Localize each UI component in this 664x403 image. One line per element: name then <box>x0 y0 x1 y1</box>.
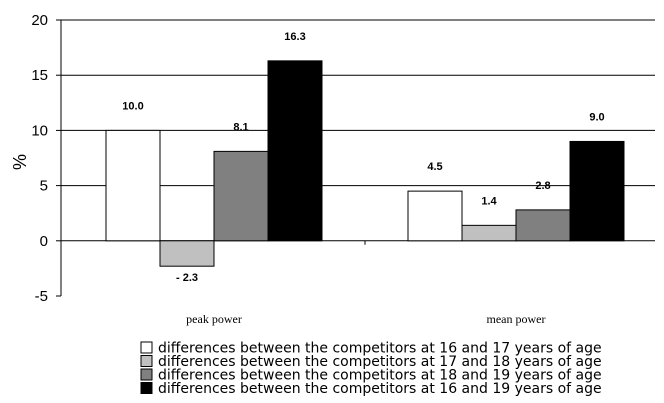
legend-label: differences between the competitors at 1… <box>158 368 602 384</box>
data-label: 10.0 <box>122 100 143 112</box>
bar <box>515 209 571 242</box>
bar <box>569 140 625 242</box>
legend-swatch <box>140 382 153 394</box>
legend-label: differences between the competitors at 1… <box>158 381 602 397</box>
bar <box>105 129 161 242</box>
legend-swatch <box>140 341 153 354</box>
data-label: 9.0 <box>589 111 604 123</box>
y-tick-label: 0 <box>40 233 48 250</box>
y-axis-label: % <box>10 154 30 170</box>
legend-swatch <box>140 368 153 381</box>
bar <box>407 190 463 242</box>
y-tick-label: -5 <box>35 288 48 305</box>
data-label: 16.3 <box>284 31 305 43</box>
category-label: mean power <box>487 312 546 326</box>
bar <box>267 60 323 242</box>
data-label: 8.1 <box>233 121 248 133</box>
bar <box>213 150 269 242</box>
legend-label: differences between the competitors at 1… <box>158 341 602 357</box>
data-labels: 10.0 4.5 - 2.3 1.4 8.1 2.8 16.3 9.0 <box>122 31 604 284</box>
bars <box>105 60 625 267</box>
y-tick-label: 20 <box>31 12 48 29</box>
data-label: - 2.3 <box>176 272 198 284</box>
y-tick-labels: -5 0 5 10 15 20 <box>31 12 48 305</box>
data-label: 2.8 <box>535 180 550 192</box>
data-label: 1.4 <box>481 195 497 207</box>
category-labels: peak power mean power <box>186 312 545 326</box>
category-label: peak power <box>186 312 242 326</box>
y-tick-label: 5 <box>40 178 48 195</box>
legend: differences between the competitors at 1… <box>140 341 602 397</box>
legend-label: differences between the competitors at 1… <box>158 354 602 370</box>
axes <box>56 19 366 297</box>
bar <box>159 240 215 267</box>
y-tick-label: 15 <box>31 67 48 84</box>
legend-swatch <box>140 355 153 367</box>
data-label: 4.5 <box>427 161 442 173</box>
y-tick-label: 10 <box>31 122 48 139</box>
bar <box>461 224 517 242</box>
